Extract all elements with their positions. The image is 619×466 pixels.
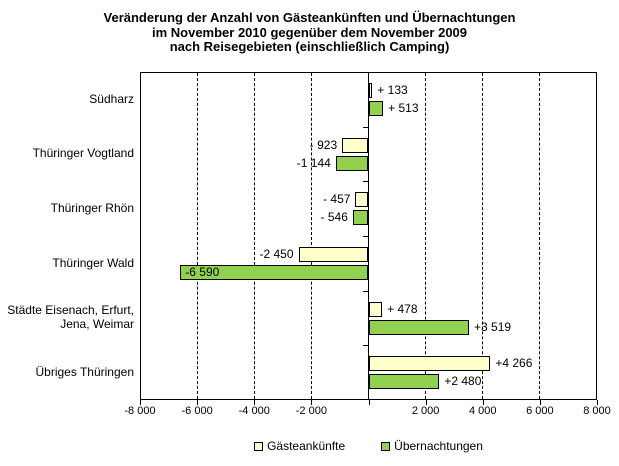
gridline xyxy=(196,73,198,399)
uebernachtungen-swatch-icon xyxy=(381,441,391,451)
bar-value-label: +4 266 xyxy=(495,356,533,371)
bar-uebernachtungen xyxy=(368,100,384,116)
category-label: Thüringer Rhön xyxy=(50,200,134,215)
bar-uebernachtungen xyxy=(180,264,369,280)
x-axis-tick xyxy=(254,400,256,405)
category-axis-tick xyxy=(362,345,369,347)
bar-uebernachtungen xyxy=(368,319,469,335)
bar-gaesteankuenfte xyxy=(298,246,369,262)
bar-value-label: -2 450 xyxy=(259,246,294,261)
gridline xyxy=(539,73,541,399)
chart-title: Veränderung der Anzahl von Gästeankünfte… xyxy=(0,10,619,55)
bar-value-label: + 478 xyxy=(387,301,418,316)
x-axis-tick xyxy=(197,400,199,405)
x-axis-tick-label: -6 000 xyxy=(181,405,213,417)
category-label: Übriges Thüringen xyxy=(35,364,134,379)
x-axis-tick xyxy=(140,400,141,405)
gridline xyxy=(482,73,484,399)
category-axis-tick xyxy=(362,290,369,292)
x-axis-tick-label: 8 000 xyxy=(583,405,611,417)
x-axis-tick-label: -2 000 xyxy=(295,405,327,417)
x-axis-tick xyxy=(482,400,484,405)
bar-uebernachtungen xyxy=(352,210,369,226)
bar-value-label: +3 519 xyxy=(474,319,512,334)
category-axis-tick xyxy=(362,236,369,237)
legend-label-gaesteankuenfte: Gästeankünfte xyxy=(267,439,346,453)
bar-value-label: + 513 xyxy=(388,100,419,115)
chart-legend: Gästeankünfte Übernachtungen xyxy=(140,439,597,453)
legend-item-uebernachtungen: Übernachtungen xyxy=(381,439,483,453)
x-axis-tick xyxy=(539,400,541,405)
x-axis-tick-label: 4 000 xyxy=(468,405,497,417)
x-axis-tick xyxy=(368,400,370,405)
chart-title-line-1: Veränderung der Anzahl von Gästeankünfte… xyxy=(103,10,516,25)
bar-uebernachtungen xyxy=(368,374,440,390)
legend-label-uebernachtungen: Übernachtungen xyxy=(394,439,483,453)
x-axis-tick-label: 2 000 xyxy=(411,405,440,417)
x-axis-tick xyxy=(425,400,427,405)
category-label: Städte Eisenach, Erfurt, Jena, Weimar xyxy=(7,303,134,331)
bar-value-label: -1 144 xyxy=(296,155,331,170)
bar-value-label: -6 590 xyxy=(185,264,220,279)
chart-title-line-2: im November 2010 gegenüber dem November … xyxy=(151,24,468,40)
category-axis-tick xyxy=(362,126,369,128)
gridline xyxy=(253,73,255,399)
chart-title-line-3: nach Reisegebieten (einschließlich Campi… xyxy=(169,39,450,54)
bar-uebernachtungen xyxy=(335,155,369,171)
bar-gaesteankuenfte xyxy=(368,356,491,372)
bar-value-label: + 133 xyxy=(377,82,408,97)
bar-gaesteankuenfte xyxy=(368,82,373,98)
gridline xyxy=(425,73,427,399)
x-axis-tick-label: -4 000 xyxy=(238,405,270,417)
x-axis-tick-label: 6 000 xyxy=(526,405,554,417)
category-label: Südharz xyxy=(89,91,134,106)
legend-item-gaesteankuenfte: Gästeankünfte xyxy=(254,439,345,453)
zero-axis-line xyxy=(368,72,369,400)
bar-value-label: +2 480 xyxy=(444,374,482,389)
category-label: Thüringer Vogtland xyxy=(32,146,134,161)
x-axis-tick xyxy=(311,400,313,405)
category-label: Thüringer Wald xyxy=(52,255,134,270)
bar-value-label: - 457 xyxy=(323,192,351,207)
bar-gaesteankuenfte xyxy=(368,301,383,317)
bar-value-label: - 923 xyxy=(309,137,338,152)
x-axis-tick-label: -8 000 xyxy=(124,405,156,417)
bar-value-label: - 546 xyxy=(320,210,348,225)
category-axis-tick xyxy=(362,181,369,183)
gaesteankuenfte-swatch-icon xyxy=(254,441,264,451)
bar-gaesteankuenfte xyxy=(342,137,369,153)
bar-gaesteankuenfte xyxy=(355,192,369,208)
x-axis-tick xyxy=(597,400,598,405)
gridline xyxy=(310,73,312,399)
